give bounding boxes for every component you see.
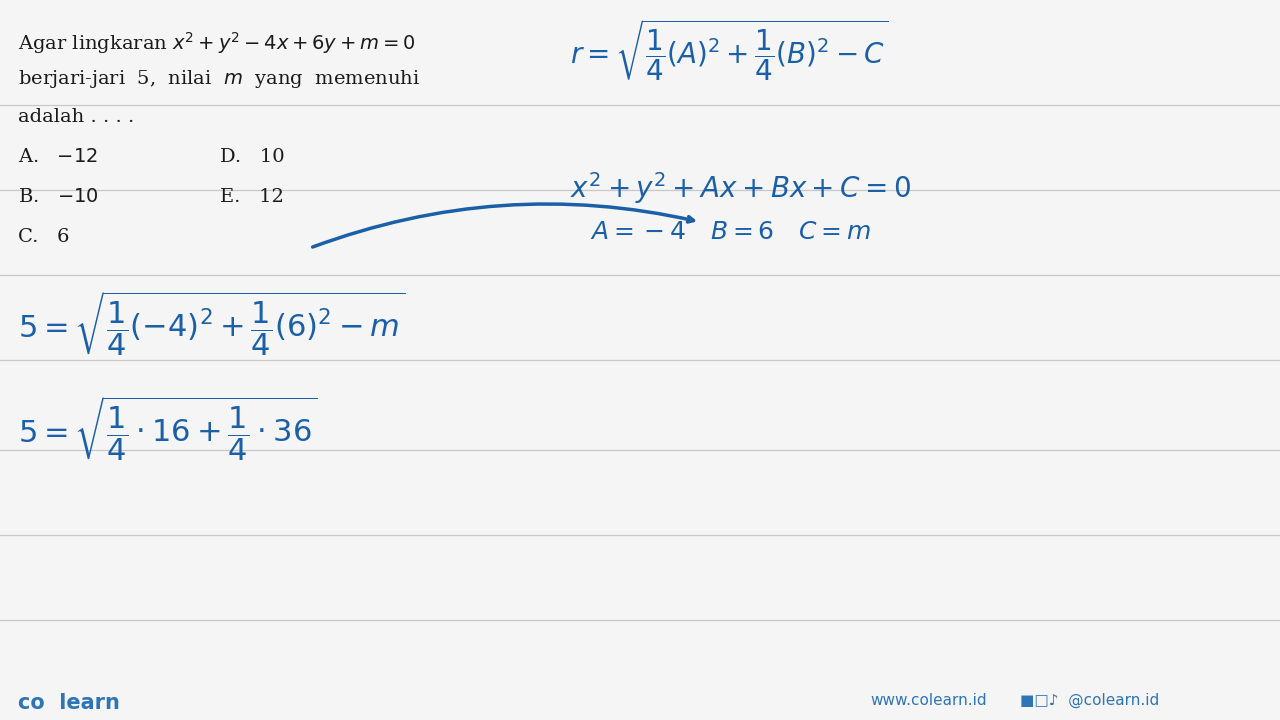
- Text: $A = -4 \quad B = 6 \quad C = m$: $A = -4 \quad B = 6 \quad C = m$: [590, 220, 870, 244]
- Text: $x^2 + y^2 + Ax + Bx + C = 0$: $x^2 + y^2 + Ax + Bx + C = 0$: [570, 170, 911, 206]
- Text: $r = \sqrt{\dfrac{1}{4}(A)^2 + \dfrac{1}{4}(B)^2 - C}$: $r = \sqrt{\dfrac{1}{4}(A)^2 + \dfrac{1}…: [570, 18, 888, 84]
- Text: berjari-jari  5,  nilai  $m$  yang  memenuhi: berjari-jari 5, nilai $m$ yang memenuhi: [18, 68, 420, 90]
- Text: E.   12: E. 12: [220, 188, 284, 206]
- Text: Agar lingkaran $x^2 + y^2 - 4x + 6y + m = 0$: Agar lingkaran $x^2 + y^2 - 4x + 6y + m …: [18, 30, 416, 56]
- Text: B.   $-10$: B. $-10$: [18, 188, 99, 206]
- Text: $5 = \sqrt{\dfrac{1}{4}(-4)^2 + \dfrac{1}{4}(6)^2 - m}$: $5 = \sqrt{\dfrac{1}{4}(-4)^2 + \dfrac{1…: [18, 290, 404, 358]
- Text: C.   6: C. 6: [18, 228, 69, 246]
- Text: ■□♪  @colearn.id: ■□♪ @colearn.id: [1020, 693, 1160, 708]
- Text: D.   10: D. 10: [220, 148, 284, 166]
- Text: A.   $-12$: A. $-12$: [18, 148, 99, 166]
- Text: adalah . . . .: adalah . . . .: [18, 108, 134, 126]
- Text: $5 = \sqrt{\dfrac{1}{4} \cdot 16 + \dfrac{1}{4} \cdot 36}$: $5 = \sqrt{\dfrac{1}{4} \cdot 16 + \dfra…: [18, 395, 317, 463]
- Text: www.colearn.id: www.colearn.id: [870, 693, 987, 708]
- Text: co  learn: co learn: [18, 693, 120, 713]
